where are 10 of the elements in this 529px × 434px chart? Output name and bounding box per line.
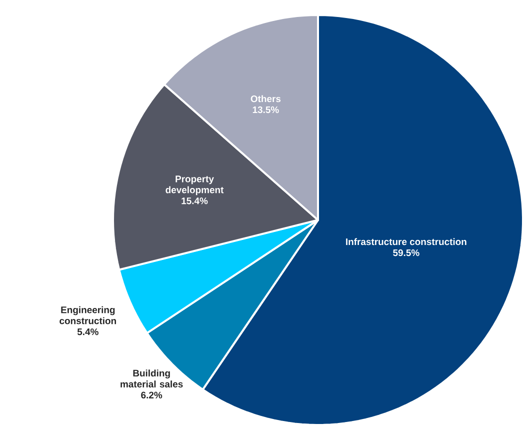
slice-label: Others (250, 95, 281, 102)
data-label: 6.2% (141, 392, 162, 398)
slice-label: Building material sales (120, 370, 183, 388)
data-label: 13.5% (252, 106, 279, 114)
slice-label: Property development (166, 176, 224, 196)
data-label: 59.5% (393, 249, 420, 256)
data-label: 5.4% (77, 328, 98, 336)
slice-label: Engineering construction (60, 306, 116, 324)
slice-label: Infrastructure construction (346, 238, 466, 246)
data-label: 15.4% (182, 198, 208, 204)
